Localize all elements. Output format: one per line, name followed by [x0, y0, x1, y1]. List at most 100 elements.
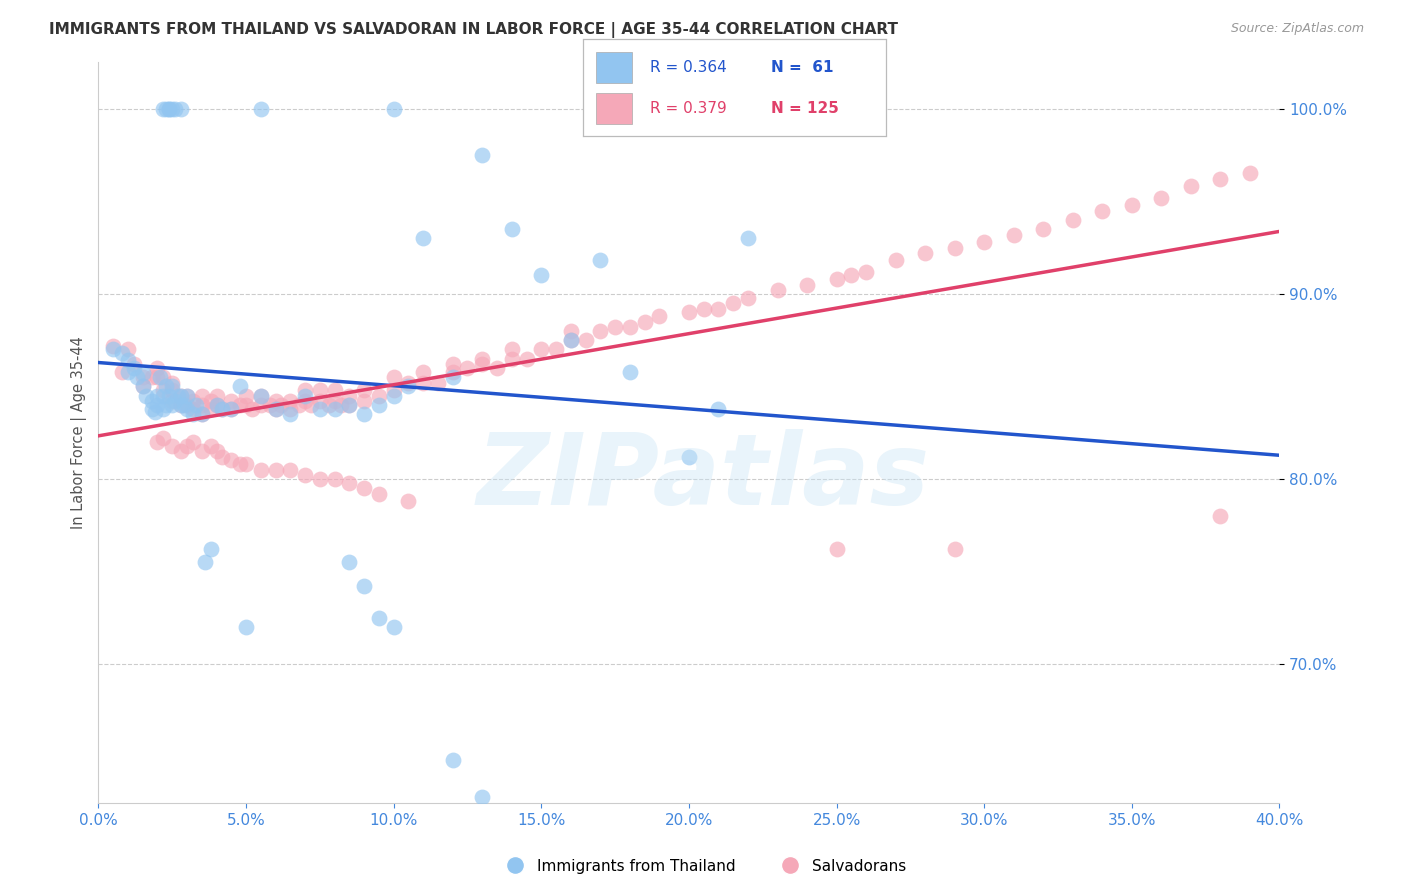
Text: IMMIGRANTS FROM THAILAND VS SALVADORAN IN LABOR FORCE | AGE 35-44 CORRELATION CH: IMMIGRANTS FROM THAILAND VS SALVADORAN I…: [49, 22, 898, 38]
Point: [191, 388, 214, 402]
Point: [149, 370, 172, 384]
Point: [973, 235, 995, 249]
Point: [353, 579, 375, 593]
Point: [589, 324, 612, 338]
Point: [353, 394, 375, 409]
Point: [1209, 508, 1232, 523]
Point: [368, 610, 391, 624]
Point: [200, 542, 222, 557]
Point: [515, 351, 537, 366]
Point: [309, 394, 332, 409]
Point: [560, 333, 582, 347]
Point: [1209, 172, 1232, 186]
Point: [200, 439, 222, 453]
Point: [471, 351, 494, 366]
Point: [796, 277, 818, 292]
Point: [353, 383, 375, 397]
Point: [250, 462, 273, 476]
Point: [176, 401, 198, 416]
Point: [125, 370, 148, 384]
Point: [353, 481, 375, 495]
Point: [162, 102, 183, 116]
Point: [309, 401, 332, 416]
Point: [471, 790, 494, 805]
Point: [471, 148, 494, 162]
Point: [943, 542, 966, 557]
Point: [170, 388, 193, 402]
Point: [219, 401, 242, 416]
Point: [191, 407, 214, 421]
Point: [122, 357, 145, 371]
Point: [132, 367, 155, 381]
Point: [693, 301, 716, 316]
Point: [111, 346, 134, 360]
Point: [294, 468, 316, 483]
Point: [707, 301, 730, 316]
Point: [339, 555, 360, 569]
Point: [219, 394, 242, 409]
Point: [1239, 166, 1261, 180]
Point: [181, 394, 204, 409]
Point: [339, 475, 360, 490]
Point: [264, 401, 287, 416]
Point: [205, 444, 228, 458]
Point: [633, 314, 655, 328]
Point: [167, 388, 190, 402]
Point: [103, 343, 125, 357]
Point: [132, 370, 155, 384]
FancyBboxPatch shape: [596, 93, 631, 124]
Point: [205, 398, 228, 412]
Point: [162, 383, 183, 397]
Point: [211, 450, 233, 464]
Point: [146, 370, 169, 384]
Point: [235, 398, 257, 412]
Point: [339, 388, 360, 402]
Point: [200, 394, 222, 409]
Point: [1032, 222, 1054, 236]
Point: [152, 431, 174, 445]
Point: [278, 462, 302, 476]
Point: [382, 102, 405, 116]
Point: [396, 494, 419, 508]
Point: [235, 388, 257, 402]
Point: [264, 462, 287, 476]
Point: [1002, 227, 1025, 242]
Point: [294, 388, 316, 402]
Y-axis label: In Labor Force | Age 35-44: In Labor Force | Age 35-44: [72, 336, 87, 529]
Point: [589, 253, 612, 268]
Point: [259, 398, 281, 412]
Point: [1180, 179, 1202, 194]
Point: [323, 401, 346, 416]
Point: [288, 398, 311, 412]
Text: R = 0.379: R = 0.379: [650, 101, 727, 116]
Point: [278, 407, 302, 421]
Point: [250, 388, 273, 402]
Point: [229, 457, 252, 471]
Point: [278, 394, 302, 409]
Point: [412, 376, 434, 390]
Point: [825, 272, 848, 286]
Point: [117, 353, 139, 368]
Point: [155, 102, 177, 116]
Point: [884, 253, 907, 268]
Point: [619, 365, 641, 379]
Point: [165, 394, 187, 409]
Text: Source: ZipAtlas.com: Source: ZipAtlas.com: [1230, 22, 1364, 36]
Text: R = 0.364: R = 0.364: [650, 60, 727, 75]
Point: [170, 388, 193, 402]
Point: [382, 620, 405, 634]
Point: [678, 450, 700, 464]
Point: [264, 394, 287, 409]
Point: [170, 444, 193, 458]
Point: [191, 407, 214, 421]
Point: [229, 398, 252, 412]
Point: [211, 401, 233, 416]
Point: [143, 405, 166, 419]
Point: [111, 365, 134, 379]
Point: [173, 398, 195, 412]
Point: [205, 398, 228, 412]
Point: [278, 401, 302, 416]
Point: [191, 444, 214, 458]
Point: [1062, 212, 1084, 227]
Point: [250, 102, 273, 116]
